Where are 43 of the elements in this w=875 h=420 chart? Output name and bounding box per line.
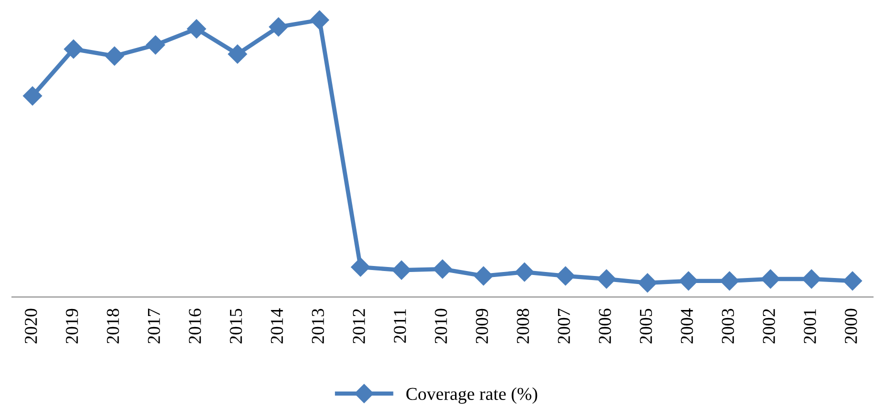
x-tick-label: 2002	[762, 309, 776, 344]
x-tick-label: 2006	[598, 308, 612, 344]
x-tick-label: 2019	[66, 308, 78, 344]
x-tick-label: 2015	[230, 308, 242, 344]
point	[146, 35, 166, 54]
x-tick-label: 2020	[24, 308, 38, 344]
x-tick-label: 2008	[516, 308, 530, 344]
x-tick-label: 2012	[352, 309, 366, 344]
point	[720, 271, 740, 290]
point	[310, 10, 330, 30]
point	[802, 269, 822, 289]
x-tick-label: 2003	[722, 308, 734, 344]
point	[22, 86, 42, 106]
x-tick-label: 2014	[270, 308, 284, 344]
x-tick-label: 2009	[476, 308, 488, 344]
point	[596, 269, 616, 289]
point	[842, 271, 862, 290]
x-tick-label: 2000	[844, 308, 858, 344]
point	[556, 266, 576, 286]
x-tick-label: 2011	[394, 309, 406, 343]
point	[186, 19, 206, 38]
point	[350, 258, 370, 277]
point	[392, 260, 412, 280]
point	[64, 40, 84, 59]
x-tick-label: 2001	[804, 309, 816, 344]
legend-label: Coverage rate (%)	[406, 387, 538, 404]
point	[678, 271, 698, 290]
point	[474, 266, 494, 286]
point	[228, 44, 248, 64]
x-tick-label: 2016	[188, 308, 202, 344]
x-tick-label: 2005	[640, 308, 652, 344]
x-tick-label: 2004	[680, 308, 694, 344]
point	[760, 269, 780, 289]
point	[268, 17, 288, 36]
point	[432, 259, 452, 279]
point	[104, 46, 124, 66]
point	[638, 273, 658, 292]
x-tick-label: 2013	[312, 308, 324, 344]
x-tick-label: 2017	[148, 308, 160, 344]
x-tick-label: 2007	[558, 308, 570, 344]
x-tick-label: 2018	[106, 308, 120, 344]
point	[514, 262, 534, 282]
x-tick-label: 2010	[434, 308, 448, 344]
